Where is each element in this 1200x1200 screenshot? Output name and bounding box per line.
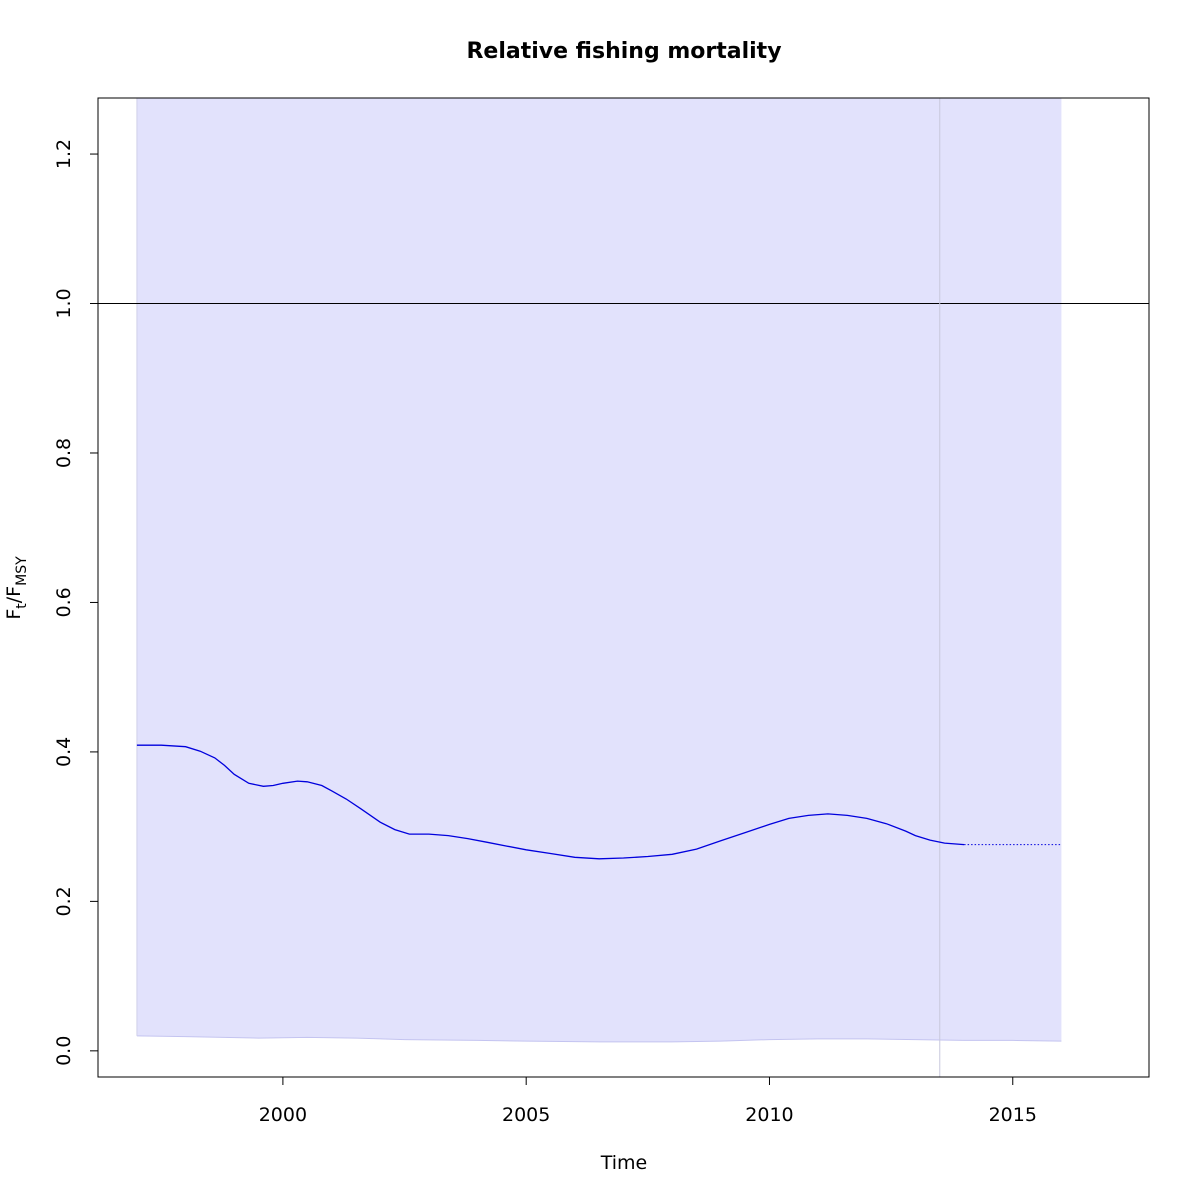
estimate-line (136, 744, 965, 860)
y-tick-label: 0.4 (53, 737, 75, 767)
x-tick-label: 2000 (259, 1104, 307, 1126)
series-layer (136, 744, 1062, 860)
chart-title: Relative fishing mortality (466, 39, 781, 64)
x-tick-label: 2010 (745, 1104, 793, 1126)
y-axis-label-sub-msy: MSY (14, 556, 30, 586)
axes-layer: 2000 2005 2010 2015 0.0 0.2 0.4 0.6 0.8 1.0 1.2 (53, 139, 1037, 1126)
y-axis-label-sep: /F (3, 586, 25, 603)
y-tick-label: 0.6 (53, 587, 75, 617)
y-axis-label-sub-t: t (14, 603, 30, 609)
x-axis-label: Time (600, 1152, 648, 1174)
plot-frame (97, 97, 1150, 1078)
y-axis-label-main: F (3, 609, 25, 620)
y-tick-label: 0.2 (53, 886, 75, 916)
confidence-band (136, 98, 1062, 1042)
ci-lower-line (136, 1035, 1062, 1043)
confidence-band-layer (136, 98, 1062, 1043)
x-tick-label: 2005 (502, 1104, 550, 1126)
y-tick-label: 0.0 (53, 1036, 75, 1066)
reference-lines-layer (98, 98, 1149, 1077)
y-axis-label: Ft/FMSY (3, 556, 30, 620)
y-tick-label: 1.0 (53, 288, 75, 318)
y-tick-label: 1.2 (53, 139, 75, 169)
y-tick-label: 0.8 (53, 438, 75, 468)
x-tick-label: 2015 (989, 1104, 1037, 1126)
